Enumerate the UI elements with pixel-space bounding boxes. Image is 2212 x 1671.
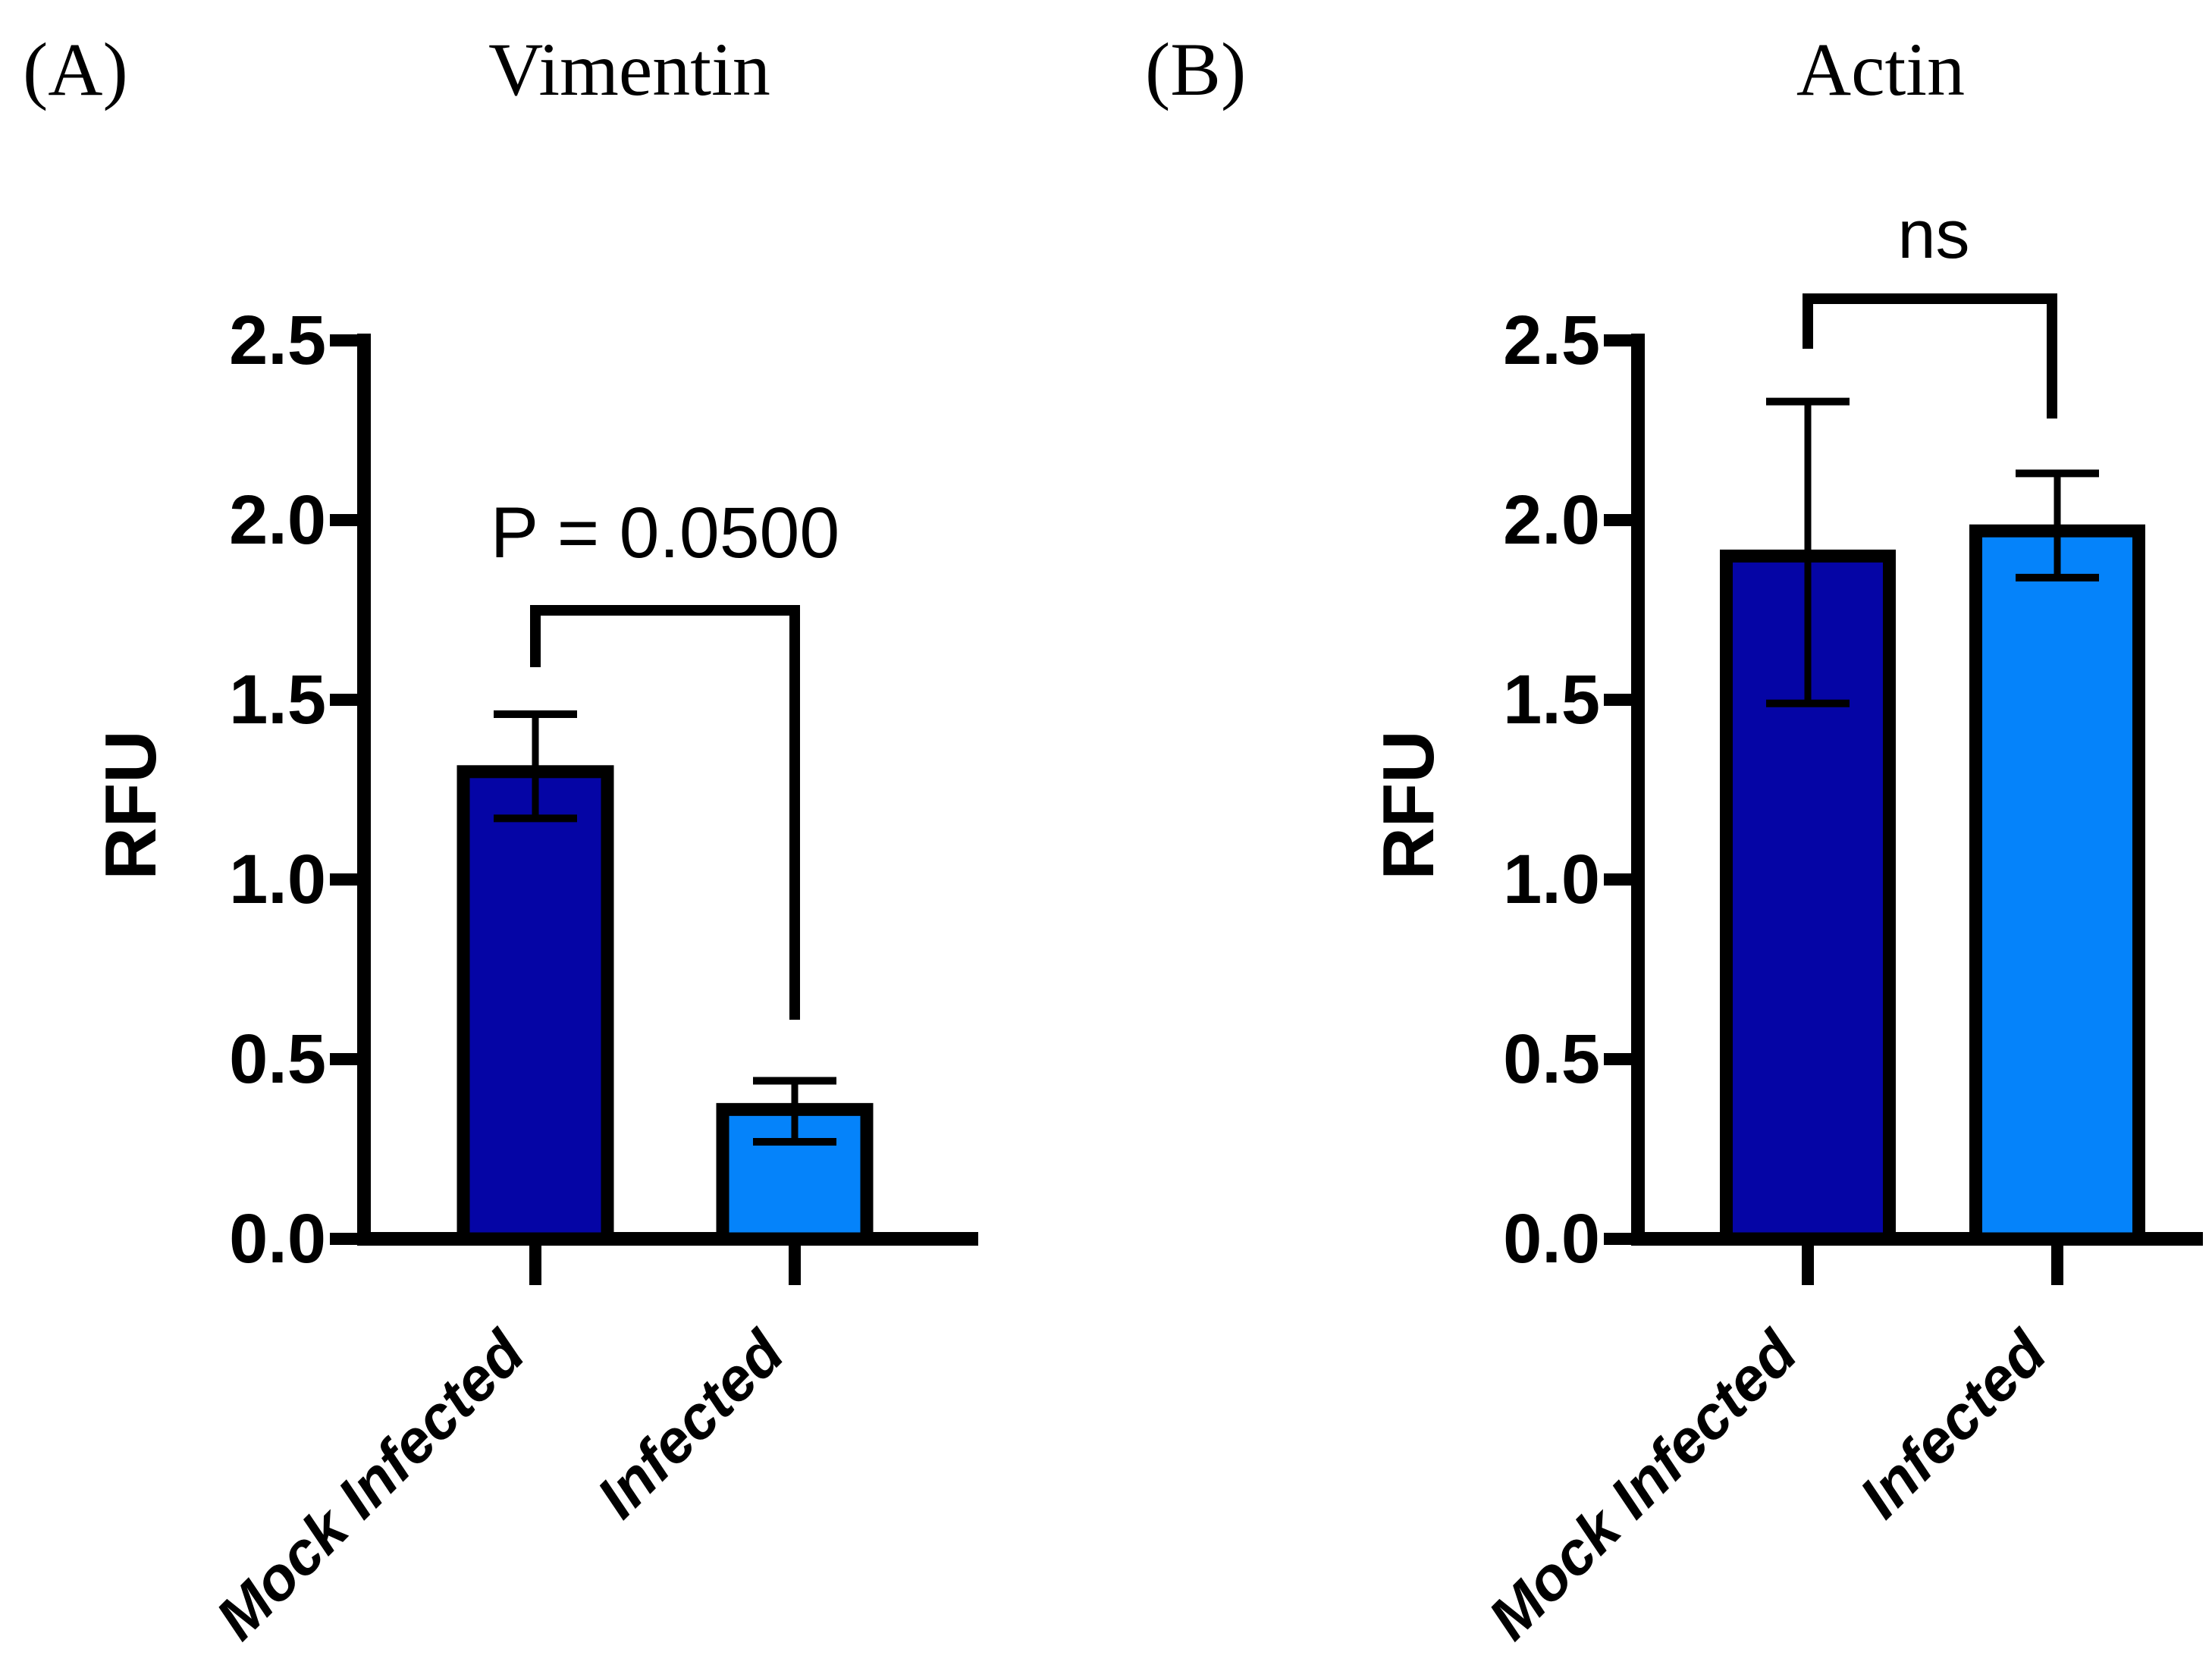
y-tick-label: 0.5 [1503,1020,1600,1098]
x-label-infected: Infected [1846,1318,2060,1531]
y-tick-label: 1.5 [1503,661,1600,738]
y-tick-label: 1.0 [229,841,326,918]
bar-infected [1969,524,2145,1246]
y-tick-label: 2.5 [1503,302,1600,379]
y-tick-label: 0.0 [1503,1200,1600,1278]
panel-a: 0.0 0.5 1.0 1.5 2.0 2.5 Mock Infected Infected P… [23,27,978,1652]
y-tick-label: 1.5 [229,661,326,738]
significance-label: P = 0.0500 [491,493,839,573]
panel-title: Actin [1796,27,1965,111]
y-tick-label: 0.0 [229,1200,326,1278]
error-bar-infected [753,1077,836,1146]
y-tick-label: 1.0 [1503,841,1600,918]
y-tick-label: 0.5 [229,1020,326,1098]
error-bar-mock-infected [1766,397,1850,707]
y-tick-label: 2.0 [1503,481,1600,559]
y-tick-label: 2.0 [229,481,326,559]
y-axis-title: RFU [90,730,171,879]
x-label-mock-infected: Mock Infected [1476,1318,1811,1653]
y-axis-title: RFU [1368,730,1449,879]
panel-letter: (B) [1145,27,1246,111]
significance-bracket [530,605,800,1020]
error-bar-infected [2016,469,2099,582]
x-label-mock-infected: Mock Infected [203,1318,538,1653]
panel-letter: (A) [23,27,128,111]
panel-b: 0.0 0.5 1.0 1.5 2.0 2.5 Mock Infected Infected n… [1145,27,2203,1652]
significance-bracket [1803,293,2057,419]
error-bar-mock-infected [494,710,577,823]
panel-title: Vimentin [488,27,770,111]
significance-label: ns [1897,197,1969,273]
bar-mock-infected [457,765,614,1246]
y-tick-label: 2.5 [229,302,326,379]
x-label-infected: Infected [584,1318,797,1531]
